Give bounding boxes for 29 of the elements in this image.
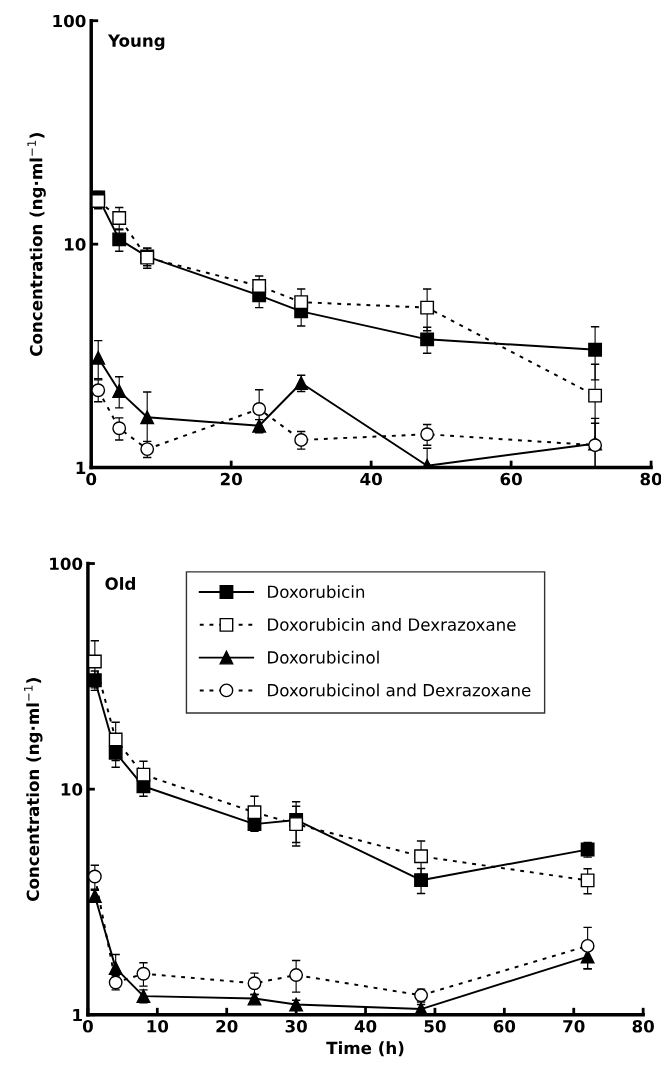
x-tick-label: 60 [500,472,522,486]
x-tick-label: 80 [632,1019,654,1033]
legend-label: Doxorubicinol [268,650,379,664]
annotation: Old [105,577,135,590]
legend-label: Doxorubicin [268,585,365,599]
x-tick-label: 40 [354,1019,377,1033]
y-tick-label: 100 [53,14,86,28]
x-axis-title: Time (h) [326,1041,404,1057]
x-tick-label: 40 [360,472,382,486]
x-tick-label: 20 [216,1019,238,1033]
legend-label: Doxorubicin and Dexrazoxane [268,617,516,631]
y-tick-label: 10 [61,783,83,796]
x-tick-label: 50 [424,1019,446,1033]
x-tick-label: 10 [147,1019,169,1033]
annotation: Young [107,34,165,51]
y-axis-title: Concentration (ng·ml$^{−1}$) [27,133,46,356]
x-tick-label: 0 [86,472,97,486]
x-tick-label: 0 [82,1019,93,1033]
y-tick-label: 1 [73,1008,82,1022]
y-tick-label: 10 [65,238,86,251]
x-tick-label: 30 [285,1019,307,1033]
x-tick-label: 80 [640,472,661,486]
y-tick-label: 1 [76,461,86,474]
x-tick-label: 20 [220,472,242,486]
legend-label: Doxorubicinol and Dexrazoxane [268,683,531,697]
x-tick-label: 60 [493,1019,516,1033]
y-tick-label: 100 [50,557,83,571]
x-tick-label: 70 [563,1019,585,1033]
y-axis-title: Concentration (ng·ml$^{−1}$) [24,678,43,901]
